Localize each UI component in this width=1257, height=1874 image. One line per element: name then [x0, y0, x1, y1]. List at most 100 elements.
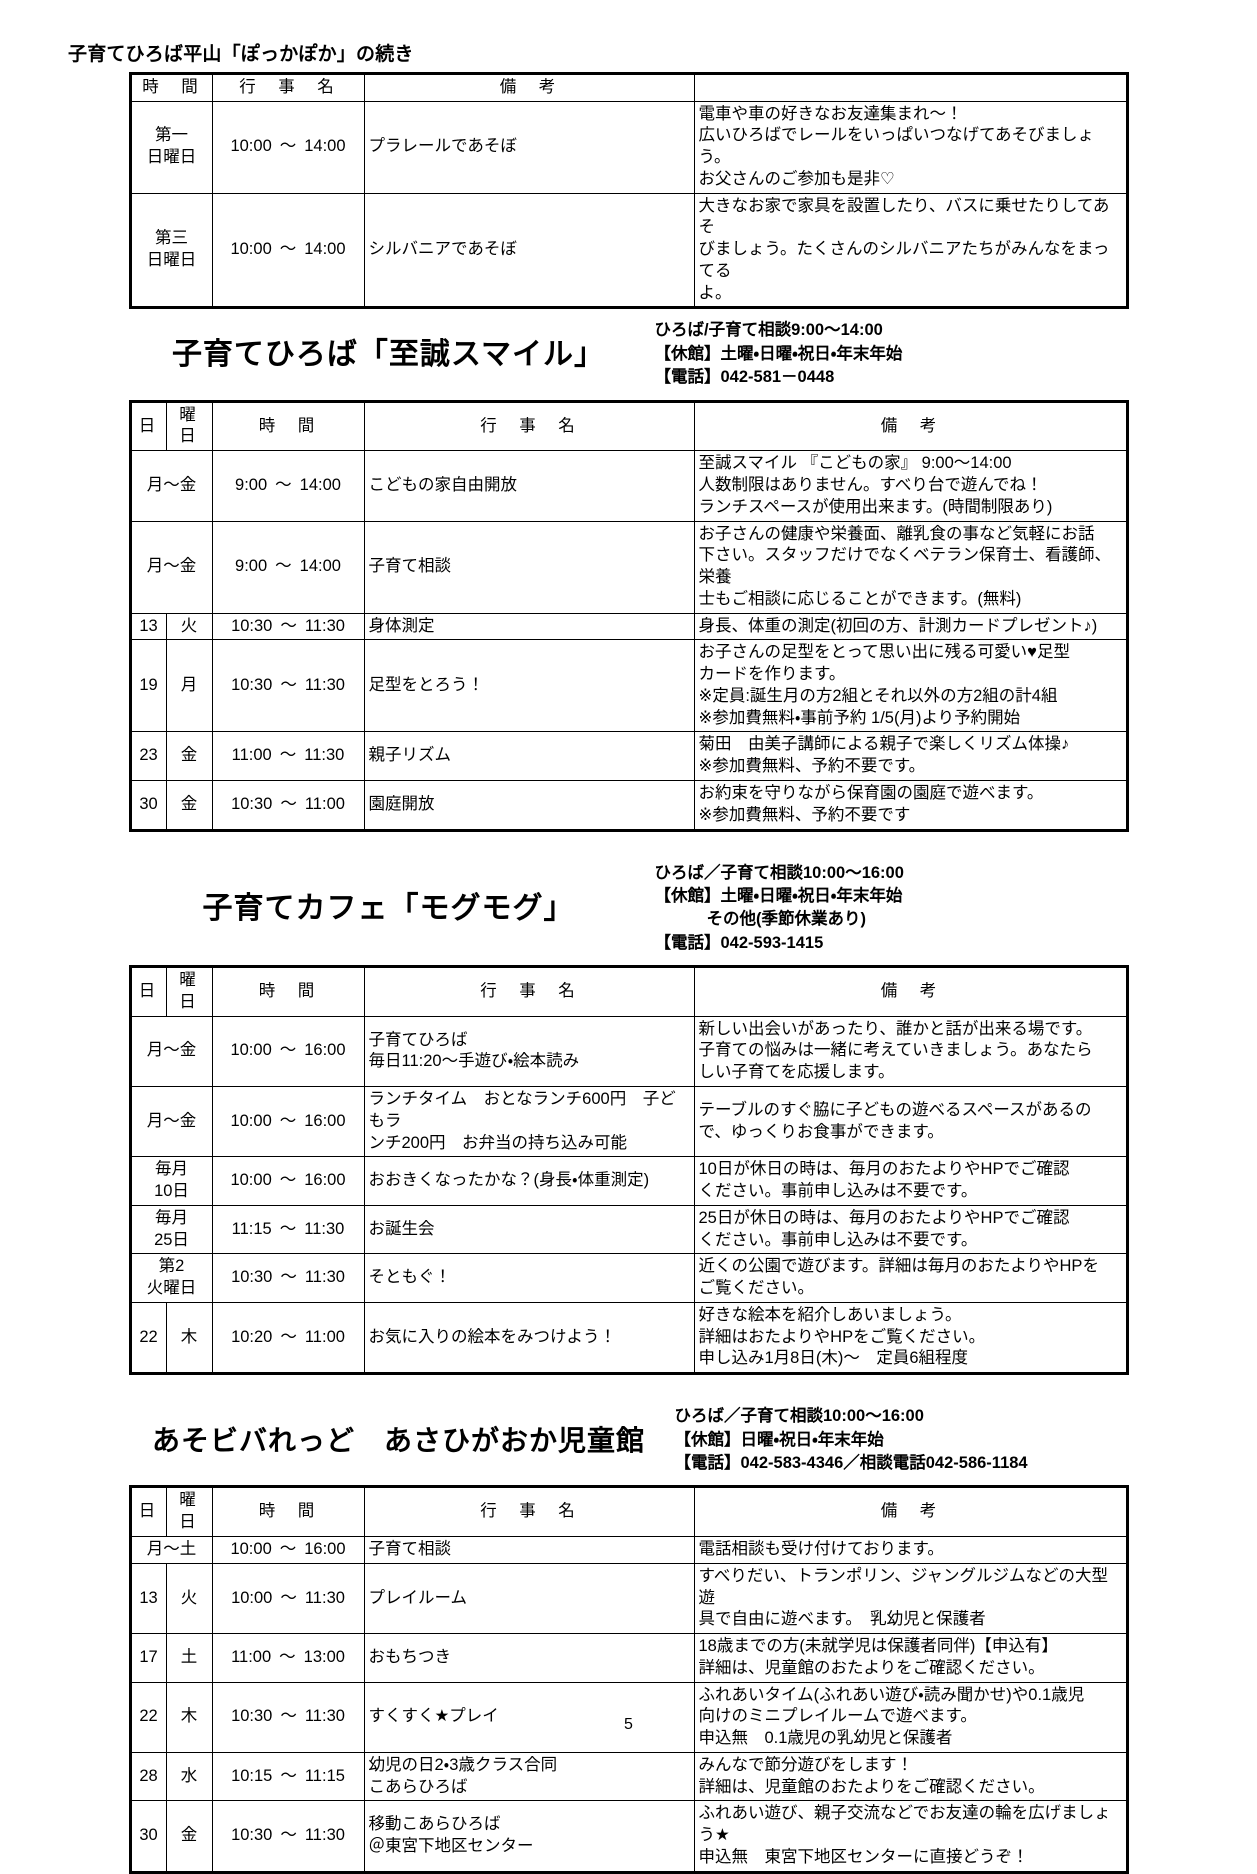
table-mogumogu: 日曜日時 間行 事 名備 考月～金 10:00 ～ 16:00 子育てひろば 毎日11:2… [128, 965, 1129, 1376]
section-info-line: 【休館】日曜・祝日・年末年始 [674, 1430, 884, 1449]
cell-day: 30 [129, 779, 167, 831]
cell-note: ふれあい遊び、親子交流などでお友達の輪を広げましょ う★ 申込無 東宮下地区センター… [693, 1800, 1128, 1873]
time-range-tilde: ～ [280, 1826, 297, 1845]
cell-note: ふれあいタイム(ふれあい遊び・読み聞かせ)や0.1歳児 向けのミニプレイルームで遊… [693, 1681, 1128, 1753]
cell-note: 25日が休日の時は、毎月のおたよりやHPでご確認 ください。事前申し込みは不要です… [693, 1204, 1128, 1255]
time-range-tilde: ～ [279, 1111, 297, 1130]
section-info-line: ひろば/子育て相談9:00～14:00 [654, 321, 883, 340]
column-header-time: 時 間 [211, 1486, 365, 1537]
cell-note: 18歳までの方(未就学児は保護者同伴)【申込有】 詳細は、児童館のおたよりをご確認… [693, 1633, 1128, 1683]
time-range-tilde: ～ [279, 1540, 297, 1558]
table-row: 月～土 10:00 ～ 16:00 子育て相談 電話相談も受け付けております。 [129, 1536, 1128, 1564]
table-row: 月～金 9:00 ～ 14:00 こどもの家自由開放 至誠スマイル 『こどもの家』 9:0… [129, 450, 1128, 522]
time-range-tilde: ～ [279, 137, 297, 156]
cell-time: 10:00 ～ 16:00 [211, 1015, 365, 1088]
column-header-dow: 曜日 [165, 400, 213, 452]
cell-event-name: 園庭開放 [363, 779, 695, 831]
cell-note: 電車や車の好きなお友達集まれ～！ 広いひろばでレールをいっぱいつなげてあそびましょ… [693, 100, 1128, 194]
cell-time: 11:00 ～ 11:30 [211, 731, 365, 781]
cell-note: 至誠スマイル 『こどもの家』 9:00～14:00 人数制限はありません。すべり台… [693, 450, 1128, 522]
cell-day-dow-merged: 月～金 [129, 520, 213, 614]
cell-note: みんなで節分遊びをします！ 詳細は、児童館のおたよりをご確認ください。 [693, 1751, 1128, 1802]
time-range-tilde: ～ [280, 616, 297, 635]
column-header-note: 備 考 [363, 72, 695, 102]
cell-dow: 金 [165, 1800, 213, 1873]
cell-note: 10日が休日の時は、毎月のおたよりやHPでご確認 ください。事前申し込みは不要です… [693, 1156, 1128, 1206]
cell-event-name: 子育てひろば 毎日11:20～手遊び・絵本読み [363, 1015, 695, 1088]
section-header-shisei-smile: 子育てひろば「至誠スマイル」 ひろば/子育て相談9:00～14:00 【休館】土曜… [129, 319, 1129, 389]
cell-event-name: すくすく★プレイ [363, 1681, 695, 1753]
cell-event-name: 移動こあらひろば ＠東宮下地区センター [363, 1800, 695, 1873]
column-header-note: 備 考 [693, 1486, 1128, 1537]
table-row: 第一 日曜日 10:00 ～ 14:00 プラレールであそぼ 電車や車の好きなお友達集まれ～… [129, 100, 1128, 194]
time-range-tilde: ～ [279, 746, 297, 765]
section-title-asobibaredo: あそビバれっど あさひがおか児童館 [151, 1424, 645, 1456]
column-header-note: 備 考 [693, 966, 1128, 1017]
cell-note: 大きなお家で家具を設置したり、バスに乗せたりしてあそ びましょう。たくさんのシルバ… [693, 192, 1128, 309]
cell-day-dow-merged: 第2 火曜日 [129, 1253, 213, 1303]
cell-time: 10:00 ～ 14:00 [211, 192, 365, 309]
section-title-shisei-smile: 子育てひろば「至誠スマイル」 [171, 337, 606, 371]
cell-event-name: 子育て相談 [363, 1536, 695, 1564]
cell-day-dow-merged: 月～金 [129, 1086, 213, 1158]
cell-dow: 月 [165, 639, 213, 733]
table-body-shisei-smile: 日曜日時 間行 事 名備 考月～金 9:00 ～ 14:00 こどもの家自由開放 至誠スマ… [129, 400, 1128, 831]
section-info-line: 【電話】042-583-4346／相談電話042-586-1184 [674, 1454, 1028, 1473]
time-range-tilde: ～ [279, 240, 297, 259]
cell-time: 10:20 ～ 11:00 [211, 1301, 365, 1375]
time-range-tilde: ～ [275, 476, 292, 495]
column-header-day: 日 [129, 966, 167, 1017]
cell-day-dow-merged: 毎月 10日 [129, 1156, 213, 1206]
time-range-tilde: ～ [280, 676, 297, 695]
document-page: 子育てひろば平山「ぽっかぽか」の続き 時 間行 事 名備 考第一 日曜日 10:00… [68, 44, 1129, 1874]
cell-day-dow-merged: 月～土 [129, 1536, 213, 1564]
cell-time: 11:15 ～ 11:30 [211, 1204, 365, 1255]
cell-event-name: そともぐ！ [363, 1253, 695, 1303]
table-body-mogumogu: 日曜日時 間行 事 名備 考月～金 10:00 ～ 16:00 子育てひろば 毎日11:2… [129, 966, 1128, 1375]
column-header-event: 行 事 名 [211, 72, 365, 102]
page-number: 5 [624, 1716, 633, 1733]
cell-time: 10:15 ～ 11:15 [211, 1751, 365, 1802]
table-row: 22 木 10:20 ～ 11:00 お気に入りの絵本をみつけよう！ 好きな絵本を紹介しあい… [129, 1301, 1128, 1375]
cell-event-name: 親子リズム [363, 731, 695, 781]
time-range-tilde: ～ [279, 1171, 297, 1190]
cell-note: お子さんの健康や栄養面、離乳食の事など気軽にお話 下さい。スタッフだけでなくベテラ… [693, 520, 1128, 614]
cell-day: 第一 日曜日 [129, 100, 213, 194]
cell-day: 30 [129, 1800, 167, 1873]
column-header-day: 日 [129, 400, 167, 452]
cell-day: 13 [129, 1562, 167, 1635]
cell-dow: 火 [165, 612, 213, 641]
cell-note: テーブルのすぐ脇に子どもの遊べるスペースがあるの で、ゆっくりお食事ができます。 [693, 1086, 1128, 1158]
table-row: 22 木 10:30 ～ 11:30 すくすく★プレイ ふれあいタイム(ふれあい遊び・読み聞… [129, 1681, 1128, 1753]
table-row: 月～金 9:00 ～ 14:00 子育て相談 お子さんの健康や栄養面、離乳食の事など気軽に… [129, 520, 1128, 614]
time-range-tilde: ～ [279, 1219, 297, 1238]
cell-time: 10:30 ～ 11:30 [211, 612, 365, 641]
cell-dow: 金 [165, 779, 213, 831]
cell-time: 9:00 ～ 14:00 [211, 520, 365, 614]
cell-note: すべりだい、トランポリン、ジャングルジムなどの大型遊 具で自由に遊べます。 乳幼児… [693, 1562, 1128, 1635]
cell-day: 17 [129, 1633, 167, 1683]
table-body-pokkapoka: 時 間行 事 名備 考第一 日曜日 10:00 ～ 14:00 プラレールであそぼ 電車や車… [129, 72, 1128, 309]
column-header-dow: 曜日 [165, 966, 213, 1017]
cell-time: 10:00 ～ 11:30 [211, 1562, 365, 1635]
section-title-mogumogu: 子育てカフェ「モグモグ」 [202, 891, 575, 925]
section-header-asobibaredo: あそビバれっど あさひがおか児童館 ひろば／子育て相談10:00～16:00 【休… [129, 1405, 1129, 1475]
table-body-asobibaredo: 日曜日時 間行 事 名備 考月～土 10:00 ～ 16:00 子育て相談 電話相談も受け… [129, 1486, 1128, 1873]
cell-note: 近くの公園で遊びます。詳細は毎月のおたよりやHPを ご覧ください。 [693, 1253, 1128, 1303]
cell-day: 13 [129, 612, 167, 641]
table-row: 第2 火曜日 10:30 ～ 11:30 そともぐ！ 近くの公園で遊びます。詳細は毎月のおた… [129, 1253, 1128, 1303]
table-row: 第三 日曜日 10:00 ～ 14:00 シルバニアであそぼ 大きなお家で家具を設置したり、… [129, 192, 1128, 309]
time-range-tilde: ～ [279, 1041, 297, 1060]
cell-time: 10:30 ～ 11:30 [211, 1253, 365, 1303]
continuation-heading: 子育てひろば平山「ぽっかぽか」の続き [68, 44, 414, 65]
section-info-line: 【休館】土曜・日曜・祝日・年末年始 [654, 344, 903, 363]
cell-time: 10:00 ～ 16:00 [211, 1536, 365, 1564]
cell-event-name: おもちつき [363, 1633, 695, 1683]
cell-time: 10:30 ～ 11:30 [211, 1800, 365, 1873]
time-range-tilde: ～ [275, 557, 292, 576]
table-pokkapoka-continued: 時 間行 事 名備 考第一 日曜日 10:00 ～ 14:00 プラレールであそぼ 電車や車… [128, 71, 1129, 310]
column-header-event: 行 事 名 [363, 966, 695, 1017]
table-row: 毎月 25日 11:15 ～ 11:30 お誕生会 25日が休日の時は、毎月のおたよりやHP… [129, 1204, 1128, 1255]
cell-dow: 土 [165, 1633, 213, 1683]
cell-dow: 金 [165, 731, 213, 781]
